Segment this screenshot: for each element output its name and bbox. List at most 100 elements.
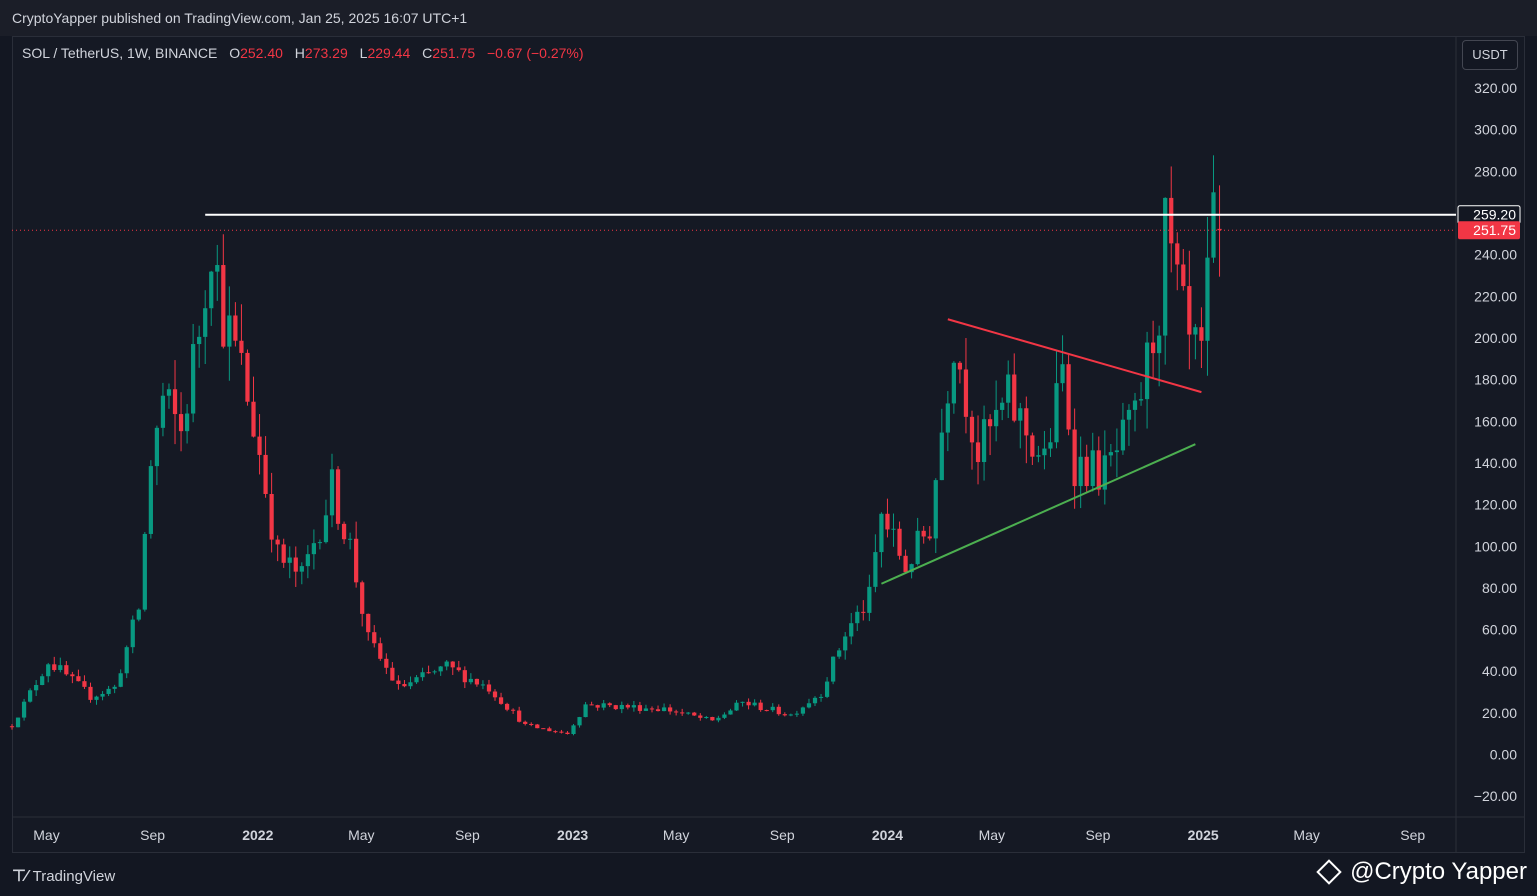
candle-body [124, 647, 129, 674]
candle-body [21, 701, 27, 718]
candle-body [317, 542, 323, 544]
candle-body [607, 703, 612, 706]
candle-body [794, 713, 800, 715]
candle-body [655, 709, 661, 712]
candle-body [1042, 448, 1047, 456]
candle-body [975, 442, 981, 463]
candle-body [1163, 197, 1168, 336]
chart-frame[interactable] [12, 36, 1525, 853]
candle-body [963, 369, 969, 417]
candle-body [649, 708, 655, 710]
candle-body [420, 672, 425, 678]
candle-body [1144, 342, 1150, 400]
candle-body [209, 271, 214, 309]
candle-body [456, 667, 461, 671]
candle-body [1187, 286, 1192, 335]
y-tick-label: −20.00 [1474, 788, 1517, 804]
symbol-name[interactable]: SOL / TetherUS, 1W, BINANCE [22, 45, 218, 61]
price-label: 251.75 [1473, 222, 1516, 238]
candle-body [275, 539, 280, 545]
y-tick-label: 60.00 [1482, 622, 1517, 638]
symbol-legend[interactable]: SOL / TetherUS, 1W, BINANCE O252.40 H273… [22, 45, 584, 61]
candle-body [994, 409, 999, 427]
candle-body [728, 710, 733, 715]
candle-body [148, 466, 153, 534]
candle-body [547, 728, 552, 732]
candle-body [341, 523, 347, 540]
candle-body [843, 636, 848, 651]
candle-body [58, 665, 63, 670]
candle-body [396, 680, 401, 685]
candle-body [619, 704, 624, 710]
candle-body [34, 685, 39, 691]
candles [9, 155, 1222, 736]
candle-body [27, 690, 33, 702]
candle-body [1102, 455, 1107, 490]
candle-body [239, 340, 244, 353]
high-label: H [294, 45, 305, 61]
candle-body [625, 704, 630, 708]
candle-body [335, 469, 341, 524]
candle-body [444, 661, 449, 667]
candle-body [818, 696, 824, 698]
candle-body [1151, 342, 1156, 354]
x-tick-label: 2024 [872, 827, 903, 843]
candle-body [215, 265, 220, 272]
candle-body [722, 714, 727, 718]
candle-body [142, 533, 147, 610]
candle-body [987, 419, 993, 427]
candle-body [517, 710, 522, 722]
candle-body [323, 515, 329, 543]
open-value: 252.40 [240, 45, 283, 61]
candle-body [82, 681, 87, 687]
candle-body [293, 557, 298, 572]
candle-body [812, 697, 818, 704]
candle-body [480, 684, 486, 686]
candle-body [178, 414, 184, 432]
candle-body [203, 308, 208, 337]
candle-body [806, 703, 812, 708]
candle-body [311, 543, 316, 555]
y-tick-label: 180.00 [1474, 372, 1517, 388]
candle-body [40, 676, 45, 686]
candle-body [698, 715, 703, 718]
y-tick-label: 300.00 [1474, 122, 1517, 138]
candle-body [402, 684, 407, 687]
candle-body [680, 712, 685, 714]
candle-body [450, 661, 455, 668]
candle-body [770, 706, 775, 711]
candle-body [667, 707, 673, 712]
candle-body [1018, 408, 1023, 421]
close-label: C [422, 45, 433, 61]
candle-body [1157, 335, 1162, 354]
candle-body [1132, 400, 1138, 410]
candle-body [867, 586, 872, 613]
currency-button[interactable]: USDT [1462, 40, 1518, 70]
tradingview-logo[interactable]: ⊤⁄ TradingView [12, 866, 115, 886]
price-label: 259.20 [1473, 207, 1516, 223]
candle-body [861, 611, 866, 613]
x-tick-label: Sep [140, 827, 165, 843]
candle-body [1048, 442, 1053, 449]
x-tick-label: May [348, 827, 374, 843]
candle-body [378, 643, 383, 659]
candle-body [15, 717, 21, 728]
low-value: 229.44 [367, 45, 411, 61]
y-tick-label: 240.00 [1474, 247, 1517, 263]
candle-body [468, 678, 473, 683]
candle-body [64, 665, 69, 675]
y-tick-label: 140.00 [1474, 455, 1517, 471]
candle-body [160, 395, 166, 428]
candle-body [855, 611, 860, 624]
candle-body [945, 403, 950, 433]
candle-body [589, 704, 594, 706]
candle-body [1138, 399, 1144, 401]
candle-body [879, 513, 884, 553]
candle-body [94, 696, 99, 700]
candle-body [432, 671, 437, 673]
y-tick-label: 160.00 [1474, 413, 1517, 429]
candle-body [172, 389, 178, 415]
candle-body [1006, 374, 1011, 403]
candle-body [9, 726, 15, 728]
